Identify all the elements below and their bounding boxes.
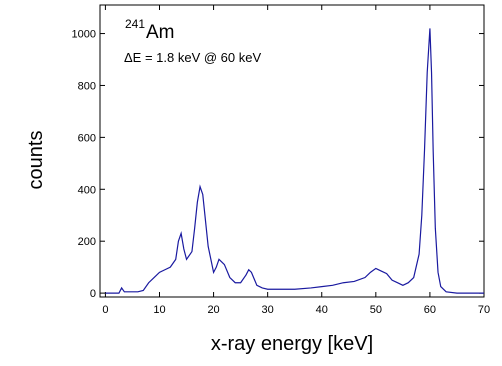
isotope-mass: 241	[125, 17, 145, 31]
x-tick-label: 0	[102, 304, 108, 316]
x-tick-label: 60	[424, 304, 436, 316]
resolution-note: ΔE = 1.8 keV @ 60 keV	[124, 50, 261, 65]
plot-frame	[99, 4, 485, 298]
y-tick-label: 600	[78, 132, 96, 144]
y-axis-label: counts	[25, 131, 47, 190]
x-axis-label: x-ray energy [keV]	[211, 333, 373, 355]
x-tick-label: 30	[262, 304, 274, 316]
isotope-symbol: Am	[146, 22, 175, 43]
y-tick-label: 800	[78, 80, 96, 92]
y-tick-label: 0	[90, 288, 96, 300]
x-tick-label: 70	[478, 304, 490, 316]
spectrum-line	[105, 28, 484, 294]
x-tick-label: 10	[153, 304, 165, 316]
x-tick-label: 40	[316, 304, 328, 316]
x-tick-label: 20	[207, 304, 219, 316]
y-tick-label: 1000	[72, 29, 96, 41]
y-tick-label: 400	[78, 184, 96, 196]
y-tick-label: 200	[78, 236, 96, 248]
x-tick-label: 50	[370, 304, 382, 316]
